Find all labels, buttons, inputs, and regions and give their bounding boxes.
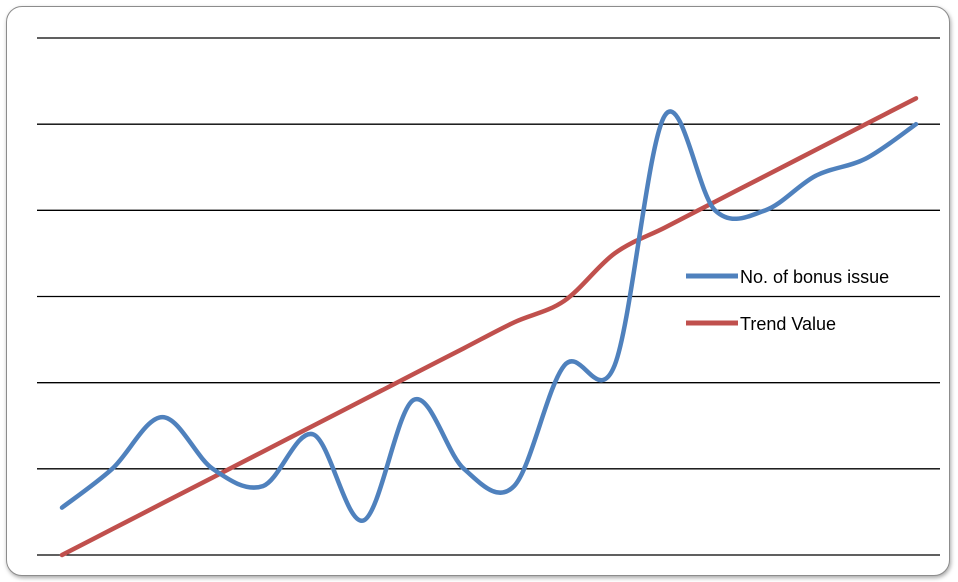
series-line-bonus-issue	[59, 109, 919, 523]
legend: No. of bonus issue Trend Value	[686, 267, 889, 334]
series-lines	[59, 96, 919, 558]
gridlines	[37, 37, 940, 556]
legend-label-trend-value: Trend Value	[740, 314, 836, 334]
legend-label-bonus-issue: No. of bonus issue	[740, 267, 889, 287]
series-line-trend-value	[59, 96, 919, 558]
